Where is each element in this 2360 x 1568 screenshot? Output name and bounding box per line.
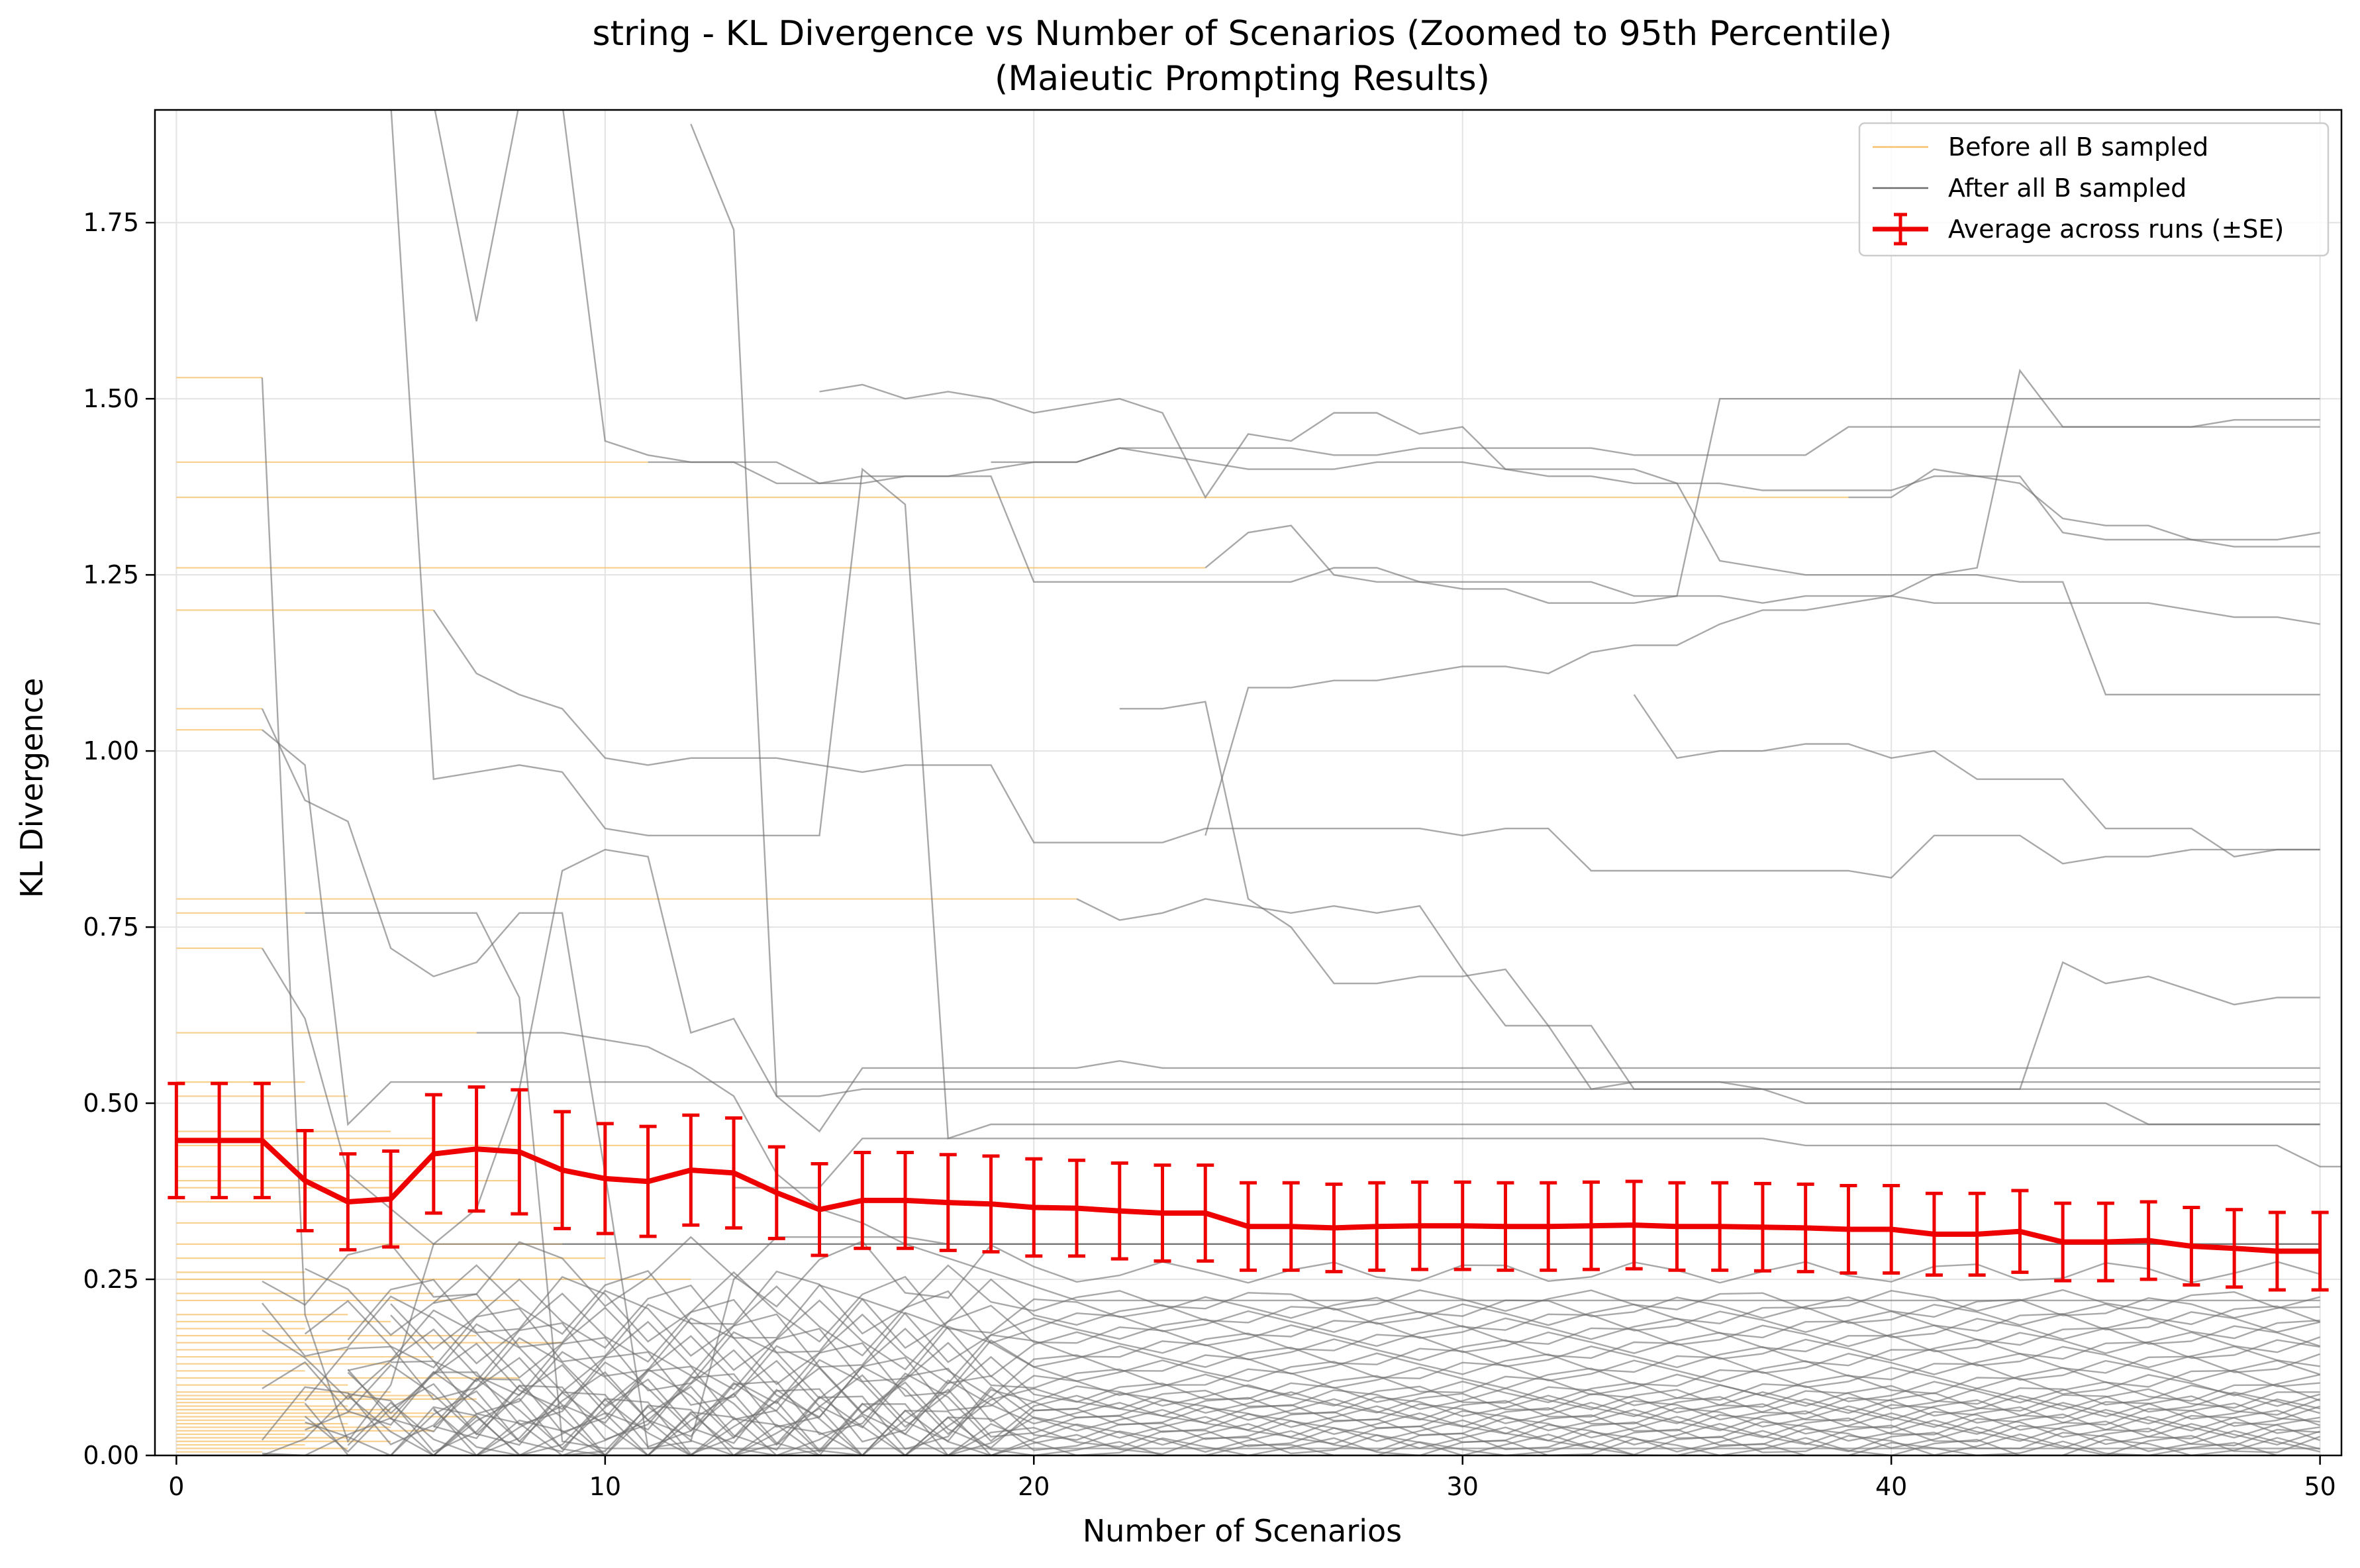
y-axis-label: KL Divergence	[14, 678, 50, 899]
after-sampled-line	[304, 1381, 2320, 1453]
after-sampled-line	[262, 1412, 2320, 1455]
after-sampled-line	[1848, 468, 2320, 548]
after-sampled-line	[347, 1367, 2320, 1439]
after-sampled-line	[390, 1389, 2320, 1455]
plot-frame	[154, 109, 2343, 1457]
after-sampled-line	[1205, 574, 2320, 836]
after-sampled-line	[432, 1320, 2320, 1393]
chart-title: string - KL Divergence vs Number of Scen…	[593, 14, 1893, 54]
after-sampled-line	[734, 1138, 2341, 1189]
y-tick-label: 0.25	[83, 1265, 139, 1294]
legend-label: After all B sampled	[1948, 173, 2187, 203]
after-sampled-line	[261, 1292, 2320, 1365]
after-sampled-line	[390, 1278, 2321, 1351]
y-tick-label: 1.50	[83, 384, 139, 413]
y-tick-label: 0.50	[83, 1089, 139, 1118]
after-sampled-line	[433, 1409, 2321, 1455]
after-sampled-line	[1076, 898, 2320, 1126]
after-sampled-line	[433, 1285, 2320, 1357]
after-sampled-line	[305, 1264, 2320, 1336]
after-sampled-line	[432, 1391, 2320, 1455]
y-tick-label: 0.00	[83, 1441, 139, 1470]
y-tick-label: 0.75	[83, 912, 139, 942]
x-tick-label: 20	[1018, 1472, 1050, 1501]
after-sampled-line	[261, 1377, 2320, 1449]
after-sampled-line	[690, 123, 2320, 1133]
x-tick-label: 10	[589, 1472, 621, 1501]
after-sampled-line	[819, 368, 2320, 576]
x-axis-label: Number of Scenarios	[1083, 1513, 1402, 1549]
after-sampled-line	[304, 1299, 2320, 1371]
legend-label: Average across runs (±SE)	[1948, 215, 2284, 244]
after-sampled-line	[347, 1271, 2320, 1343]
after-sampled-line	[434, 110, 2320, 597]
after-sampled-line	[1119, 701, 2320, 1091]
x-tick-label: 40	[1875, 1472, 1907, 1501]
x-tick-label: 0	[168, 1472, 184, 1501]
x-tick-label: 30	[1447, 1472, 1479, 1501]
after-sampled-line	[262, 1359, 2320, 1432]
chart-subtitle: (Maieutic Prompting Results)	[995, 59, 1490, 99]
after-sampled-line	[1633, 694, 2320, 858]
y-tick-label: 1.25	[83, 560, 139, 589]
after-sampled-line	[390, 1313, 2320, 1386]
after-sampled-line	[262, 1395, 2321, 1455]
legend: Before all B sampled After all B sampled A…	[1858, 122, 2330, 257]
after-sampled-line	[432, 609, 2320, 879]
after-sampled-line	[391, 1349, 2320, 1422]
after-sampled-line	[304, 1398, 2320, 1455]
y-tick-label: 1.75	[83, 208, 139, 237]
after-sampled-line	[262, 729, 2320, 1126]
y-tick-label: 1.00	[83, 736, 139, 765]
average-line	[176, 1138, 2320, 1254]
after-sampled-line	[390, 110, 2320, 1140]
legend-label: Before all B sampled	[1948, 132, 2208, 162]
legend-box	[1858, 122, 2330, 257]
after-sampled-line	[1205, 524, 2320, 625]
x-tick-label: 50	[2304, 1472, 2335, 1501]
after-sampled-line	[991, 447, 2320, 541]
